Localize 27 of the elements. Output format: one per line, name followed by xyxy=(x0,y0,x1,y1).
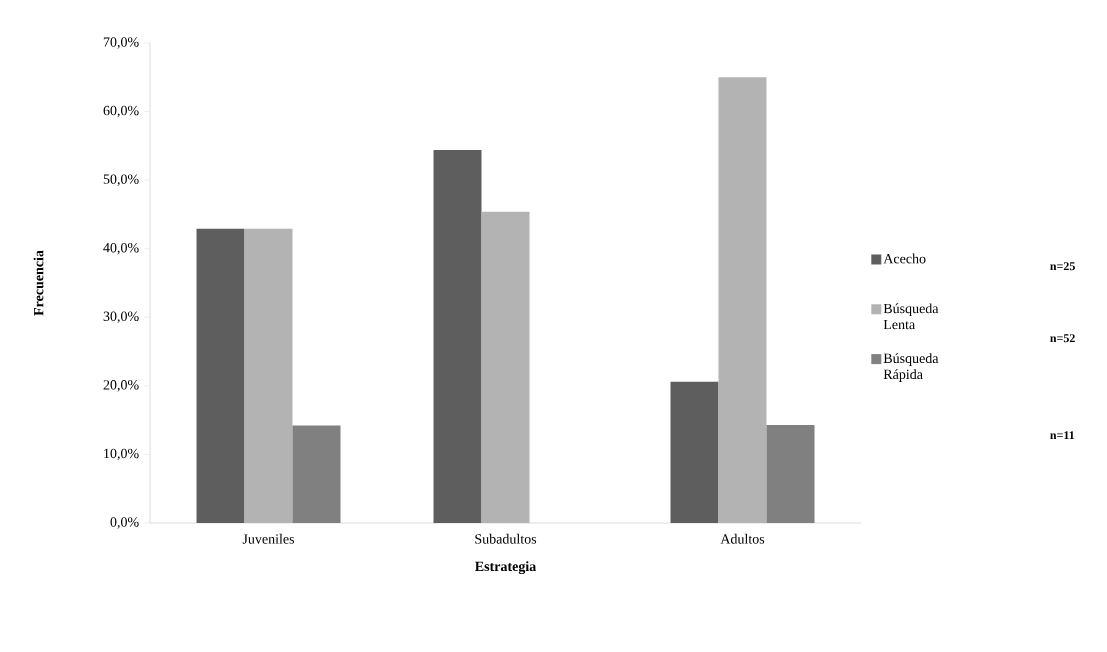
x-tick-label: Subadultos xyxy=(475,533,537,544)
text: n=52 xyxy=(1050,334,1075,343)
legend-label: Búsqueda Lenta xyxy=(883,303,939,330)
x-axis-title: Estrategia xyxy=(475,561,537,575)
bar xyxy=(670,381,719,523)
bar xyxy=(718,77,767,523)
y-tick-label: 0,0% xyxy=(110,517,139,529)
y-tick-label: 60,0% xyxy=(103,105,139,118)
text: n=25 xyxy=(1050,262,1075,271)
bar xyxy=(433,149,482,523)
legend-label: Acecho xyxy=(883,253,926,264)
x-tick-label: Adultos xyxy=(720,533,765,544)
bar xyxy=(196,228,245,523)
y-tick-label: 30,0% xyxy=(103,311,139,324)
bar xyxy=(766,424,815,523)
bar xyxy=(481,211,530,523)
text: n=11 xyxy=(1050,431,1075,440)
y-tick-label: 70,0% xyxy=(103,37,139,49)
y-axis-title: Frecuencia xyxy=(33,250,44,316)
bar xyxy=(244,228,293,523)
y-tick-label: 20,0% xyxy=(103,380,139,392)
legend-label: Búsqueda Rápida xyxy=(883,353,939,382)
y-tick-label: 50,0% xyxy=(103,174,139,186)
y-tick-label: 10,0% xyxy=(104,448,139,461)
bar xyxy=(292,425,341,523)
y-tick-label: 40,0% xyxy=(103,242,139,255)
x-tick-label: Juveniles xyxy=(242,533,295,544)
